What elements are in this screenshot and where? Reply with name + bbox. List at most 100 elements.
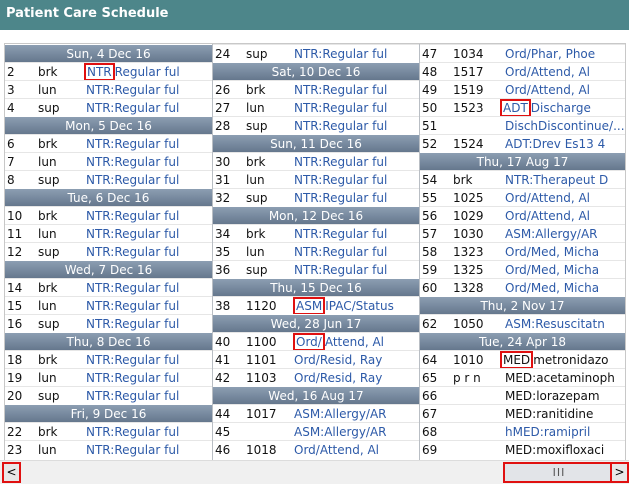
schedule-row[interactable]: 64 1010 MED metronidazo xyxy=(420,350,625,369)
schedule-row[interactable]: 3 lun NTR:Regular ful xyxy=(5,80,212,99)
schedule-row[interactable]: 66 MED:lorazepam xyxy=(420,386,625,405)
schedule-row[interactable]: 2 brk NTR Regular ful xyxy=(5,62,212,81)
scrollbar-thumb[interactable]: III xyxy=(503,462,615,483)
schedule-row[interactable]: 11 lun NTR:Regular ful xyxy=(5,224,212,243)
entry-text[interactable]: Ord/Resid, Ray xyxy=(294,371,383,385)
schedule-row[interactable]: 12 sup NTR:Regular ful xyxy=(5,242,212,261)
schedule-row[interactable]: 60 1328 Ord/Med, Micha xyxy=(420,278,625,297)
entry-text[interactable]: MED metronidazo xyxy=(500,351,609,369)
entry-text[interactable]: NTR:Regular ful xyxy=(86,299,180,313)
schedule-row[interactable]: 56 1029 Ord/Attend, Al xyxy=(420,206,625,225)
entry-text[interactable]: NTR:Regular ful xyxy=(294,227,388,241)
schedule-row[interactable]: 42 1103 Ord/Resid, Ray xyxy=(213,368,419,387)
schedule-row[interactable]: 69 MED:moxifloxaci xyxy=(420,440,625,459)
schedule-row[interactable]: 55 1025 Ord/Attend, Al xyxy=(420,188,625,207)
schedule-row[interactable]: 20 sup NTR:Regular ful xyxy=(5,386,212,405)
schedule-row[interactable]: 36 sup NTR:Regular ful xyxy=(213,260,419,279)
schedule-row[interactable]: 54 brk NTR:Therapeut D xyxy=(420,170,625,189)
entry-text[interactable]: ASM:Allergy/AR xyxy=(505,227,598,241)
entry-text[interactable]: NTR:Regular ful xyxy=(86,209,180,223)
schedule-row[interactable]: 28 sup NTR:Regular ful xyxy=(213,116,419,135)
schedule-row[interactable]: 4 sup NTR:Regular ful xyxy=(5,98,212,117)
entry-text[interactable]: NTR:Regular ful xyxy=(294,263,388,277)
entry-text[interactable]: NTR:Regular ful xyxy=(294,47,388,61)
entry-text[interactable]: Ord/Resid, Ray xyxy=(294,353,383,367)
highlighted-prefix[interactable]: Ord/ xyxy=(293,333,325,351)
schedule-row[interactable]: 31 lun NTR:Regular ful xyxy=(213,170,419,189)
schedule-row[interactable]: 45 ASM:Allergy/AR xyxy=(213,422,419,441)
schedule-row[interactable]: 62 1050 ASM:Resuscitatn xyxy=(420,314,625,333)
entry-text[interactable]: Ord/Med, Micha xyxy=(505,263,600,277)
entry-text[interactable]: Ord/Attend, Al xyxy=(293,333,384,351)
schedule-row[interactable]: 15 lun NTR:Regular ful xyxy=(5,296,212,315)
entry-text[interactable]: ADT Discharge xyxy=(500,99,591,117)
schedule-row[interactable]: 67 MED:ranitidine xyxy=(420,404,625,423)
schedule-row[interactable]: 14 brk NTR:Regular ful xyxy=(5,278,212,297)
entry-text[interactable]: ADT:Drev Es13 4 xyxy=(505,137,606,151)
entry-text[interactable]: NTR:Regular ful xyxy=(294,191,388,205)
schedule-row[interactable]: 49 1519 Ord/Attend, Al xyxy=(420,80,625,99)
entry-text[interactable]: NTR:Regular ful xyxy=(86,371,180,385)
highlighted-prefix[interactable]: ASM xyxy=(293,297,326,315)
highlighted-prefix[interactable]: ADT xyxy=(500,99,531,117)
schedule-row[interactable]: 8 sup NTR:Regular ful xyxy=(5,170,212,189)
entry-text[interactable]: MED:acetaminoph xyxy=(505,371,615,385)
schedule-row[interactable]: 51 DischDiscontinue/... xyxy=(420,116,625,135)
entry-text[interactable]: NTR:Regular ful xyxy=(294,155,388,169)
entry-text[interactable]: NTR:Regular ful xyxy=(86,227,180,241)
schedule-row[interactable]: 26 brk NTR:Regular ful xyxy=(213,80,419,99)
schedule-row[interactable]: 24 sup NTR:Regular ful xyxy=(213,44,419,63)
entry-text[interactable]: NTR:Regular ful xyxy=(86,245,180,259)
entry-text[interactable]: hMED:ramipril xyxy=(505,425,591,439)
entry-text[interactable]: NTR:Regular ful xyxy=(86,155,180,169)
schedule-row[interactable]: 19 lun NTR:Regular ful xyxy=(5,368,212,387)
scroll-right-arrow-icon[interactable]: > xyxy=(610,462,629,483)
schedule-row[interactable]: 27 lun NTR:Regular ful xyxy=(213,98,419,117)
entry-text[interactable]: Ord/Attend, Al xyxy=(294,443,380,457)
schedule-row[interactable]: 47 1034 Ord/Phar, Phoe xyxy=(420,44,625,63)
entry-text[interactable]: MED:ranitidine xyxy=(505,407,594,421)
entry-text[interactable]: Ord/Phar, Phoe xyxy=(505,47,596,61)
entry-text[interactable]: NTR:Regular ful xyxy=(86,173,180,187)
entry-text[interactable]: ASM:Resuscitatn xyxy=(505,317,605,331)
entry-text[interactable]: NTR:Regular ful xyxy=(86,281,180,295)
schedule-row[interactable]: 6 brk NTR:Regular ful xyxy=(5,134,212,153)
schedule-row[interactable]: 7 lun NTR:Regular ful xyxy=(5,152,212,171)
schedule-row[interactable]: 34 brk NTR:Regular ful xyxy=(213,224,419,243)
schedule-row[interactable]: 48 1517 Ord/Attend, Al xyxy=(420,62,625,81)
schedule-row[interactable]: 32 sup NTR:Regular ful xyxy=(213,188,419,207)
highlighted-prefix[interactable]: NTR xyxy=(84,63,115,81)
entry-text[interactable]: NTR:Therapeut D xyxy=(505,173,609,187)
entry-text[interactable]: Ord/Med, Micha xyxy=(505,281,600,295)
schedule-row[interactable]: 30 brk NTR:Regular ful xyxy=(213,152,419,171)
schedule-row[interactable]: 18 brk NTR:Regular ful xyxy=(5,350,212,369)
entry-text[interactable]: NTR:Regular ful xyxy=(86,137,180,151)
entry-text[interactable]: NTR:Regular ful xyxy=(86,353,180,367)
entry-text[interactable]: MED:lorazepam xyxy=(505,389,600,403)
entry-text[interactable]: NTR:Regular ful xyxy=(86,425,180,439)
entry-text[interactable]: NTR:Regular ful xyxy=(294,101,388,115)
schedule-row[interactable]: 38 1120 ASM IPAC/Status xyxy=(213,296,419,315)
entry-text[interactable]: NTR:Regular ful xyxy=(294,83,388,97)
scroll-left-arrow-icon[interactable]: < xyxy=(2,462,21,483)
entry-text[interactable]: NTR:Regular ful xyxy=(86,101,180,115)
highlighted-prefix[interactable]: MED xyxy=(500,351,534,369)
entry-text[interactable]: Ord/Attend, Al xyxy=(505,191,591,205)
entry-text[interactable]: NTR:Regular ful xyxy=(294,245,388,259)
entry-text[interactable]: NTR Regular ful xyxy=(84,63,180,81)
schedule-row[interactable]: 65 p r n MED:acetaminoph xyxy=(420,368,625,387)
schedule-row[interactable]: 10 brk NTR:Regular ful xyxy=(5,206,212,225)
entry-text[interactable]: Ord/Attend, Al xyxy=(505,65,591,79)
schedule-row[interactable]: 40 1100 Ord/Attend, Al xyxy=(213,332,419,351)
schedule-row[interactable]: 16 sup NTR:Regular ful xyxy=(5,314,212,333)
entry-text[interactable]: Ord/Attend, Al xyxy=(505,83,591,97)
entry-text[interactable]: ASM:Allergy/AR xyxy=(294,407,387,421)
schedule-row[interactable]: 50 1523 ADT Discharge xyxy=(420,98,625,117)
schedule-row[interactable]: 58 1323 Ord/Med, Micha xyxy=(420,242,625,261)
entry-text[interactable]: NTR:Regular ful xyxy=(294,119,388,133)
entry-text[interactable]: NTR:Regular ful xyxy=(86,317,180,331)
entry-text[interactable]: ASM:Allergy/AR xyxy=(294,425,387,439)
entry-text[interactable]: ASM IPAC/Status xyxy=(293,297,394,315)
schedule-row[interactable]: 52 1524 ADT:Drev Es13 4 xyxy=(420,134,625,153)
entry-text[interactable]: NTR:Regular ful xyxy=(86,443,180,457)
